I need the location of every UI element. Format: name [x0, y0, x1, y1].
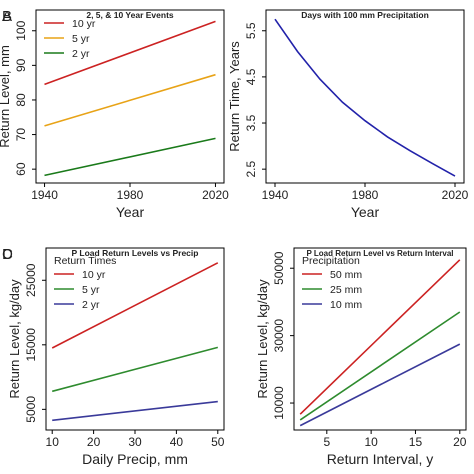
y-tick-label: 80 [14, 93, 28, 107]
legend: Precipitation 50 mm 25 mm 10 mm [302, 255, 362, 311]
panel-label: D [2, 246, 13, 263]
y-axis-label: Return Time, Years [227, 41, 242, 152]
y-tick-label: 100 [14, 20, 28, 40]
y-tick-label: 70 [14, 128, 28, 142]
legend-label: 10 mm [330, 299, 362, 311]
panel-label: B [2, 8, 12, 25]
legend-title: Return Times [54, 255, 116, 267]
series-line-10-mm [299, 343, 461, 427]
x-tick-label: 30 [128, 435, 142, 449]
legend-label: 10 yr [82, 269, 106, 281]
series-line-5-yr [44, 73, 216, 127]
legend-label: 5 yr [82, 284, 100, 296]
x-tick-label: 2020 [442, 188, 469, 202]
series-line-25-mm [299, 311, 461, 421]
y-tick-label: 2.5 [244, 160, 258, 177]
x-tick-label: 20 [453, 435, 467, 449]
panel-title: Days with 100 mm Precipitation [301, 10, 429, 20]
plot-frame [45, 247, 225, 431]
legend-label: 2 yr [82, 299, 100, 311]
y-axis-label: Return Level, mm [0, 45, 12, 148]
panel-label: A [2, 8, 12, 25]
panel-title: P Load Return Levels vs Precip [72, 248, 199, 258]
legend-label: 50 mm [330, 269, 362, 281]
panel-label: C [2, 246, 13, 263]
legend: Return Times 10 yr 5 yr 2 yr [54, 255, 116, 311]
panel-title: P Load Return Level vs Return Interval [306, 249, 453, 258]
y-tick-label: 60 [14, 162, 28, 176]
y-tick-label: 50000 [272, 251, 286, 285]
y-tick-label: 90 [14, 58, 28, 72]
y-axis-label: Return Level, kg/day [255, 279, 270, 399]
y-axis-label: Return Level, kg/day [7, 279, 22, 399]
x-tick-label: 1980 [352, 188, 379, 202]
legend-label: 2 yr [72, 48, 90, 60]
y-tick-label: 3.5 [244, 114, 258, 131]
panel-c: C P Load Return Levels vs Precip 10 20 30 40 5… [2, 246, 225, 467]
legend-label: 5 yr [72, 33, 90, 45]
x-tick-label: 50 [211, 435, 225, 449]
y-tick-label: 15000 [24, 328, 38, 362]
y-tick-label: 10000 [272, 386, 286, 420]
panel-a: A 2, 5, & 10 Year Events 1940 1980 2020 60 70 8… [0, 8, 229, 220]
x-tick-label: 1940 [31, 188, 58, 202]
y-tick-label: 5.5 [244, 22, 258, 39]
y-tick-label: 30000 [272, 319, 286, 353]
legend-title: Precipitation [302, 255, 360, 267]
series-line-10-yr [51, 262, 219, 349]
y-tick-label: 4.5 [244, 68, 258, 85]
plot-frame [293, 247, 467, 431]
x-axis-label: Year [351, 204, 380, 220]
x-tick-label: 1940 [262, 188, 289, 202]
x-tick-label: 5 [323, 435, 330, 449]
x-tick-label: 20 [87, 435, 101, 449]
x-tick-label: 40 [170, 435, 184, 449]
x-axis-label: Daily Precip, mm [82, 451, 188, 467]
series-line-10-yr [44, 20, 216, 86]
y-tick-label: 5000 [24, 396, 38, 423]
series-line-5-yr [51, 346, 219, 393]
series-line-50-mm [299, 259, 461, 415]
series-line-2-yr [52, 400, 218, 422]
x-axis-label: Return Interval, y [327, 451, 434, 467]
panel-d: D P Load Return Level vs Return Interval 5… [2, 246, 467, 467]
legend-label: 25 mm [330, 284, 362, 296]
legend-label: 10 yr [72, 18, 96, 30]
x-axis-label: Year [116, 204, 145, 220]
series-line-2-yr [44, 137, 216, 177]
x-tick-label: 10 [46, 435, 60, 449]
x-tick-label: 10 [364, 435, 378, 449]
x-tick-label: 2020 [202, 188, 229, 202]
y-tick-label: 25000 [24, 263, 38, 297]
x-tick-label: 15 [409, 435, 423, 449]
legend: 10 yr 5 yr 2 yr [44, 18, 96, 60]
x-tick-label: 1980 [117, 188, 144, 202]
panel-title: 2, 5, & 10 Year Events [86, 10, 174, 20]
panel-b: B Days with 100 mm Precipitation 1940 1980 2… [2, 8, 469, 220]
plot-frame [265, 9, 465, 184]
series-line-0 [274, 18, 456, 177]
